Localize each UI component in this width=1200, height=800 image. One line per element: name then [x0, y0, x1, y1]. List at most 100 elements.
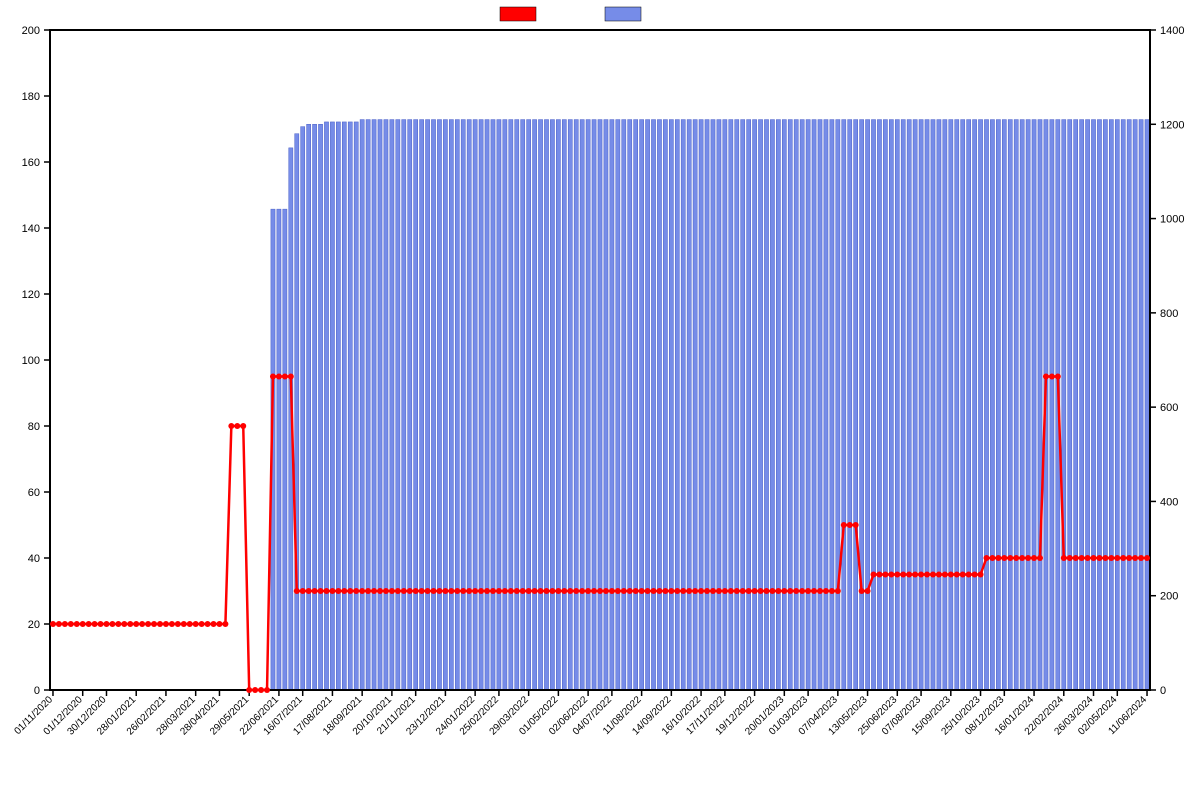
line-marker: [936, 572, 942, 578]
line-marker: [329, 588, 335, 594]
line-marker: [1001, 555, 1007, 561]
line-marker: [371, 588, 377, 594]
bar: [907, 120, 911, 690]
line-marker: [526, 588, 532, 594]
line-marker: [716, 588, 722, 594]
line-marker: [240, 423, 246, 429]
bar: [883, 120, 887, 690]
bar: [568, 120, 572, 690]
left-tick-label: 0: [34, 685, 40, 697]
line-marker: [133, 621, 139, 627]
line-marker: [692, 588, 698, 594]
line-marker: [680, 588, 686, 594]
line-marker: [353, 588, 359, 594]
bar: [711, 120, 715, 690]
line-marker: [252, 687, 258, 693]
line-marker: [1025, 555, 1031, 561]
line-marker: [882, 572, 888, 578]
line-marker: [1037, 555, 1043, 561]
line-marker: [401, 588, 407, 594]
line-marker: [460, 588, 466, 594]
line-marker: [942, 572, 948, 578]
line-marker: [234, 423, 240, 429]
line-marker: [294, 588, 300, 594]
line-marker: [419, 588, 425, 594]
line-marker: [56, 621, 62, 627]
bar: [937, 120, 941, 690]
bar: [812, 120, 816, 690]
line-marker: [865, 588, 871, 594]
bar: [396, 120, 400, 690]
line-marker: [746, 588, 752, 594]
bar: [390, 120, 394, 690]
line-marker: [775, 588, 781, 594]
bar: [776, 120, 780, 690]
line-marker: [549, 588, 555, 594]
line-marker: [86, 621, 92, 627]
bar: [1068, 120, 1072, 690]
line-marker: [633, 588, 639, 594]
line-marker: [859, 588, 865, 594]
line-marker: [121, 621, 127, 627]
bar: [860, 120, 864, 690]
bar: [973, 120, 977, 690]
line-marker: [312, 588, 318, 594]
bar: [574, 120, 578, 690]
left-tick-label: 100: [22, 355, 40, 367]
line-marker: [187, 621, 193, 627]
line-marker: [139, 621, 145, 627]
right-tick-label: 1200: [1160, 119, 1184, 131]
bar: [663, 120, 667, 690]
line-marker: [335, 588, 341, 594]
line-marker: [579, 588, 585, 594]
bar: [848, 120, 852, 690]
line-marker: [561, 588, 567, 594]
line-marker: [175, 621, 181, 627]
line-marker: [728, 588, 734, 594]
bar: [1050, 120, 1054, 690]
line-marker: [740, 588, 746, 594]
line-marker: [1126, 555, 1132, 561]
line-marker: [704, 588, 710, 594]
bar: [604, 120, 608, 690]
line-marker: [216, 621, 222, 627]
line-marker: [103, 621, 109, 627]
bar: [378, 120, 382, 690]
bar: [865, 120, 869, 690]
bar: [360, 120, 364, 690]
line-marker: [1102, 555, 1108, 561]
line-marker: [193, 621, 199, 627]
bar: [830, 120, 834, 690]
line-marker: [686, 588, 692, 594]
bar: [877, 120, 881, 690]
bar: [895, 120, 899, 690]
bar: [461, 120, 465, 690]
bar: [978, 120, 982, 690]
bar: [372, 120, 376, 690]
bar: [1145, 120, 1149, 690]
bar: [693, 120, 697, 690]
bar: [509, 120, 513, 690]
bar: [919, 120, 923, 690]
bar: [556, 120, 560, 690]
bar: [818, 120, 822, 690]
line-marker: [448, 588, 454, 594]
line-marker: [787, 588, 793, 594]
line-marker: [1091, 555, 1097, 561]
right-tick-label: 800: [1160, 308, 1178, 320]
line-marker: [1114, 555, 1120, 561]
line-marker: [835, 588, 841, 594]
line-marker: [347, 588, 353, 594]
line-marker: [752, 588, 758, 594]
line-marker: [710, 588, 716, 594]
line-marker: [1138, 555, 1144, 561]
bar: [1109, 120, 1113, 690]
bar: [342, 122, 346, 690]
right-tick-label: 0: [1160, 685, 1166, 697]
line-marker: [960, 572, 966, 578]
line-marker: [466, 588, 472, 594]
line-marker: [115, 621, 121, 627]
line-marker: [205, 621, 211, 627]
bar: [330, 122, 334, 690]
bar: [586, 120, 590, 690]
